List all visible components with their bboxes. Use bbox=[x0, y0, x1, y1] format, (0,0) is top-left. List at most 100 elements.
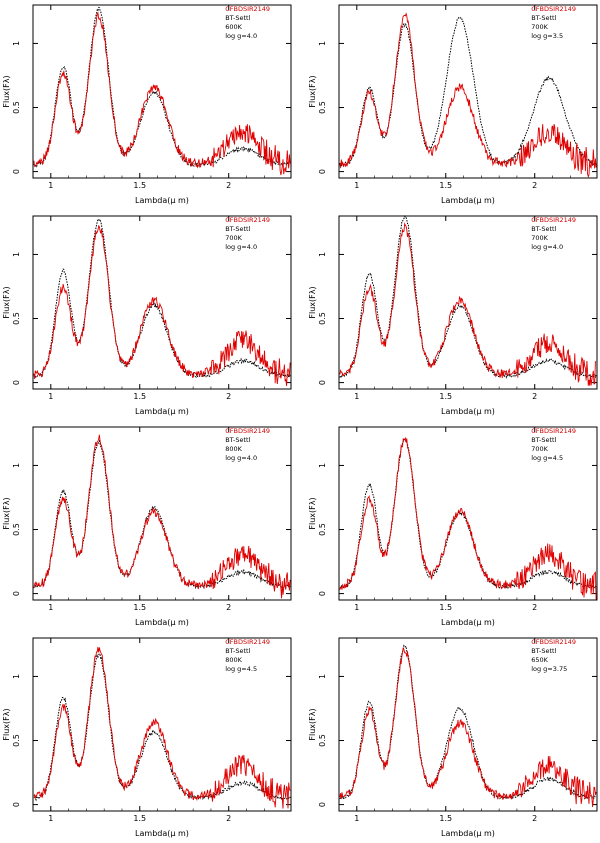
y-tick-label: 0 bbox=[12, 591, 21, 596]
x-tick-label: 1.5 bbox=[439, 814, 452, 823]
legend-teff: 700K bbox=[225, 234, 242, 242]
plot-frame bbox=[338, 4, 598, 179]
legend-model-name: BT-Settl bbox=[225, 436, 250, 444]
y-tick-label: 1 bbox=[318, 463, 327, 468]
chart-panel-1: 1 1.5 2 0 0.5 1 Lambda(μ m) Flux(Fλ) CFBDSIR2149… bbox=[2, 4, 292, 205]
y-tick-label: 1 bbox=[12, 463, 21, 468]
y-axis-label: Flux(Fλ) bbox=[308, 708, 317, 740]
y-tick-label: 0.5 bbox=[12, 523, 21, 536]
legend-teff: 700K bbox=[531, 445, 548, 453]
y-tick-label: 0 bbox=[12, 169, 21, 174]
chart-panel-4: 1 1.5 2 0 0.5 1 Lambda(μ m) Flux(Fλ) CFBDSIR2149… bbox=[308, 215, 598, 416]
chart-panel-7: 1 1.5 2 0 0.5 1 Lambda(μ m) Flux(Fλ) CFBDSIR2149… bbox=[2, 637, 292, 838]
x-tick-label: 1 bbox=[354, 814, 359, 823]
legend-model-name: BT-Settl bbox=[225, 647, 250, 655]
y-tick-label: 0 bbox=[318, 591, 327, 596]
y-axis-label: Flux(Fλ) bbox=[2, 286, 11, 318]
y-axis-label: Flux(Fλ) bbox=[2, 497, 11, 529]
x-axis-label: Lambda(μ m) bbox=[135, 618, 189, 627]
plot-frame bbox=[32, 215, 292, 390]
x-axis-label: Lambda(μ m) bbox=[441, 829, 495, 838]
x-tick-label: 2 bbox=[532, 392, 537, 401]
legend-object-name: CFBDSIR2149 bbox=[225, 5, 270, 13]
y-tick-label: 0.5 bbox=[12, 734, 21, 747]
legend-logg: log g=4.5 bbox=[225, 665, 257, 673]
chart-panel-8: 1 1.5 2 0 0.5 1 Lambda(μ m) Flux(Fλ) CFBDSIR2149… bbox=[308, 637, 598, 838]
chart-panel-6: 1 1.5 2 0 0.5 1 Lambda(μ m) Flux(Fλ) CFBDSIR2149… bbox=[308, 426, 598, 627]
x-tick-label: 2 bbox=[226, 392, 231, 401]
observed-spectrum-line bbox=[33, 224, 291, 387]
x-tick-label: 1.5 bbox=[133, 603, 146, 612]
plot-frame bbox=[32, 426, 292, 601]
model-spectrum-line bbox=[33, 652, 291, 802]
legend-logg: log g=4.0 bbox=[225, 454, 257, 462]
y-tick-label: 0 bbox=[12, 802, 21, 807]
plot-frame bbox=[32, 4, 292, 179]
x-tick-label: 1.5 bbox=[133, 392, 146, 401]
legend-logg: log g=3.75 bbox=[531, 665, 567, 673]
model-spectrum-line bbox=[339, 438, 597, 590]
legend-model-name: BT-Settl bbox=[531, 225, 556, 233]
x-axis-label: Lambda(μ m) bbox=[135, 829, 189, 838]
y-axis-label: Flux(Fλ) bbox=[308, 286, 317, 318]
y-tick-label: 1 bbox=[12, 252, 21, 257]
legend-teff: 800K bbox=[225, 445, 242, 453]
plot-frame bbox=[338, 637, 598, 812]
legend-model-name: BT-Settl bbox=[531, 436, 556, 444]
legend-teff: 700K bbox=[531, 23, 548, 31]
y-tick-label: 1 bbox=[318, 41, 327, 46]
x-tick-label: 1.5 bbox=[439, 603, 452, 612]
y-tick-label: 0 bbox=[12, 380, 21, 385]
observed-spectrum-line bbox=[339, 222, 597, 386]
x-tick-label: 1.5 bbox=[133, 181, 146, 190]
x-tick-label: 1.5 bbox=[439, 392, 452, 401]
x-tick-label: 1.5 bbox=[133, 814, 146, 823]
legend-model-name: BT-Settl bbox=[225, 225, 250, 233]
model-spectrum-line bbox=[339, 215, 597, 379]
x-tick-label: 2 bbox=[226, 181, 231, 190]
legend-object-name: CFBDSIR2149 bbox=[225, 638, 270, 646]
y-axis-label: Flux(Fλ) bbox=[308, 75, 317, 107]
y-tick-label: 1 bbox=[318, 674, 327, 679]
legend-object-name: CFBDSIR2149 bbox=[531, 638, 576, 646]
y-axis-label: Flux(Fλ) bbox=[2, 75, 11, 107]
x-axis-label: Lambda(μ m) bbox=[135, 196, 189, 205]
model-spectrum-line bbox=[33, 6, 291, 168]
model-spectrum-line bbox=[339, 644, 597, 801]
legend-model-name: BT-Settl bbox=[225, 14, 250, 22]
y-tick-label: 1 bbox=[12, 674, 21, 679]
legend-logg: log g=4.5 bbox=[531, 454, 563, 462]
y-axis-label: Flux(Fλ) bbox=[2, 708, 11, 740]
observed-spectrum-line bbox=[33, 11, 291, 176]
observed-spectrum-line bbox=[339, 647, 597, 807]
legend-object-name: CFBDSIR2149 bbox=[531, 427, 576, 435]
y-tick-label: 0.5 bbox=[318, 734, 327, 747]
y-tick-label: 0.5 bbox=[318, 101, 327, 114]
y-tick-label: 1 bbox=[12, 41, 21, 46]
x-tick-label: 2 bbox=[226, 603, 231, 612]
legend-object-name: CFBDSIR2149 bbox=[531, 5, 576, 13]
x-tick-label: 1 bbox=[48, 603, 53, 612]
y-tick-label: 0 bbox=[318, 169, 327, 174]
y-tick-label: 0.5 bbox=[318, 523, 327, 536]
x-tick-label: 2 bbox=[532, 814, 537, 823]
legend-logg: log g=4.0 bbox=[225, 32, 257, 40]
x-tick-label: 1 bbox=[354, 392, 359, 401]
x-tick-label: 1 bbox=[48, 392, 53, 401]
x-tick-label: 2 bbox=[226, 814, 231, 823]
legend-logg: log g=4.0 bbox=[225, 243, 257, 251]
x-axis-label: Lambda(μ m) bbox=[441, 618, 495, 627]
plot-frame bbox=[338, 215, 598, 390]
legend-logg: log g=3.5 bbox=[531, 32, 563, 40]
legend-teff: 600K bbox=[225, 23, 242, 31]
x-tick-label: 1 bbox=[354, 181, 359, 190]
y-tick-label: 0 bbox=[318, 380, 327, 385]
x-tick-label: 1.5 bbox=[439, 181, 452, 190]
legend-logg: log g=4.0 bbox=[531, 243, 563, 251]
observed-spectrum-line bbox=[33, 646, 291, 809]
observed-spectrum-line bbox=[339, 12, 597, 179]
model-spectrum-line bbox=[33, 439, 291, 591]
y-tick-label: 0.5 bbox=[12, 312, 21, 325]
legend-object-name: CFBDSIR2149 bbox=[531, 216, 576, 224]
